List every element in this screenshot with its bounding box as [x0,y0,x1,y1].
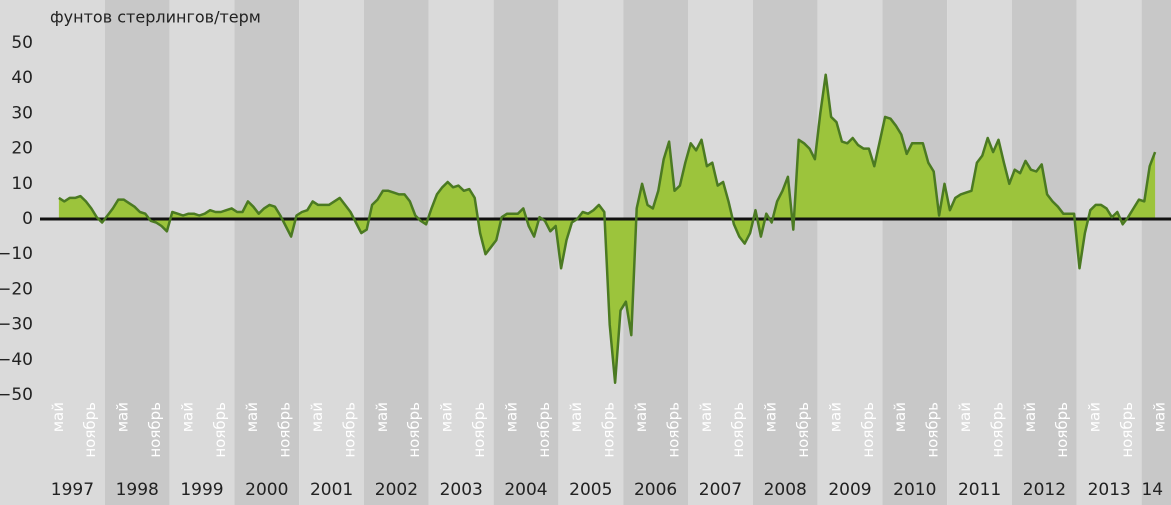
year-band [364,0,429,505]
month-label: ноябрь [535,402,553,458]
y-tick-label: −20 [0,279,33,299]
label-band-left [0,0,40,505]
year-label: 2006 [634,480,677,500]
year-label: 2001 [310,480,353,500]
month-label: май [567,402,585,432]
year-label: 2007 [699,480,742,500]
y-tick-label: −30 [0,315,33,335]
year-band [947,0,1012,505]
month-label: май [502,402,520,432]
year-band [299,0,364,505]
month-label: ноябрь [1118,402,1136,458]
year-label: 1999 [180,480,223,500]
month-label: май [243,402,261,432]
month-label: май [1086,402,1104,432]
month-label: ноябрь [988,402,1006,458]
year-band [688,0,753,505]
year-label: 14 [1141,480,1163,500]
month-label: ноябрь [794,402,812,458]
year-label: 2004 [504,480,547,500]
year-label: 2008 [764,480,807,500]
y-tick-label: −40 [0,350,33,370]
y-tick-label: −50 [0,385,33,405]
year-band [1012,0,1077,505]
month-label: ноябрь [924,402,942,458]
month-label: ноябрь [276,402,294,458]
month-label: май [1021,402,1039,432]
month-label: ноябрь [405,402,423,458]
month-label: май [632,402,650,432]
line [58,73,1157,384]
year-band [882,0,948,505]
month-label: май [178,402,196,432]
month-label: май [438,402,456,432]
month-label: ноябрь [81,402,99,458]
year-band [1141,0,1171,505]
month-label: май [891,402,909,432]
area [58,74,1156,383]
month-label: май [697,402,715,432]
year-band [817,0,883,505]
month-label: май [956,402,974,432]
year-label: 2000 [245,480,288,500]
month-label: ноябрь [146,402,164,458]
month-label: май [49,402,67,432]
month-label: май [373,402,391,432]
y-tick-label: 10 [11,174,33,194]
year-label: 2005 [569,480,612,500]
year-label: 2010 [893,480,936,500]
year-label: 2002 [375,480,418,500]
year-band [40,0,105,505]
year-label: 2009 [828,480,871,500]
month-label: май [826,402,844,432]
year-label: 2012 [1023,480,1066,500]
year-label: 1998 [116,480,159,500]
year-band [234,0,300,505]
month-label: май [308,402,326,432]
y-tick-label: 30 [11,103,33,123]
month-label: май [762,402,780,432]
month-label: май [1150,402,1168,432]
month-label: май [114,402,132,432]
month-label: ноябрь [729,402,747,458]
year-label: 1997 [51,480,94,500]
year-band [169,0,235,505]
y-tick-label: 20 [11,139,33,159]
month-label: ноябрь [600,402,618,458]
year-band [493,0,559,505]
month-label: ноябрь [340,402,358,458]
year-label: 2013 [1088,480,1131,500]
month-label: ноябрь [211,402,229,458]
year-band [104,0,170,505]
y-tick-label: 50 [11,33,33,53]
y-tick-label: −10 [0,244,33,264]
year-label: 2003 [440,480,483,500]
year-band [428,0,494,505]
month-label: ноябрь [470,402,488,458]
y-tick-label: 0 [22,209,33,229]
year-label: 2011 [958,480,1001,500]
month-label: ноябрь [1053,402,1071,458]
y-tick-label: 40 [11,68,33,88]
year-band [1076,0,1142,505]
chart-title: фунтов стерлингов/терм [50,8,261,27]
year-band [752,0,818,505]
month-label: ноябрь [859,402,877,458]
month-label: ноябрь [664,402,682,458]
